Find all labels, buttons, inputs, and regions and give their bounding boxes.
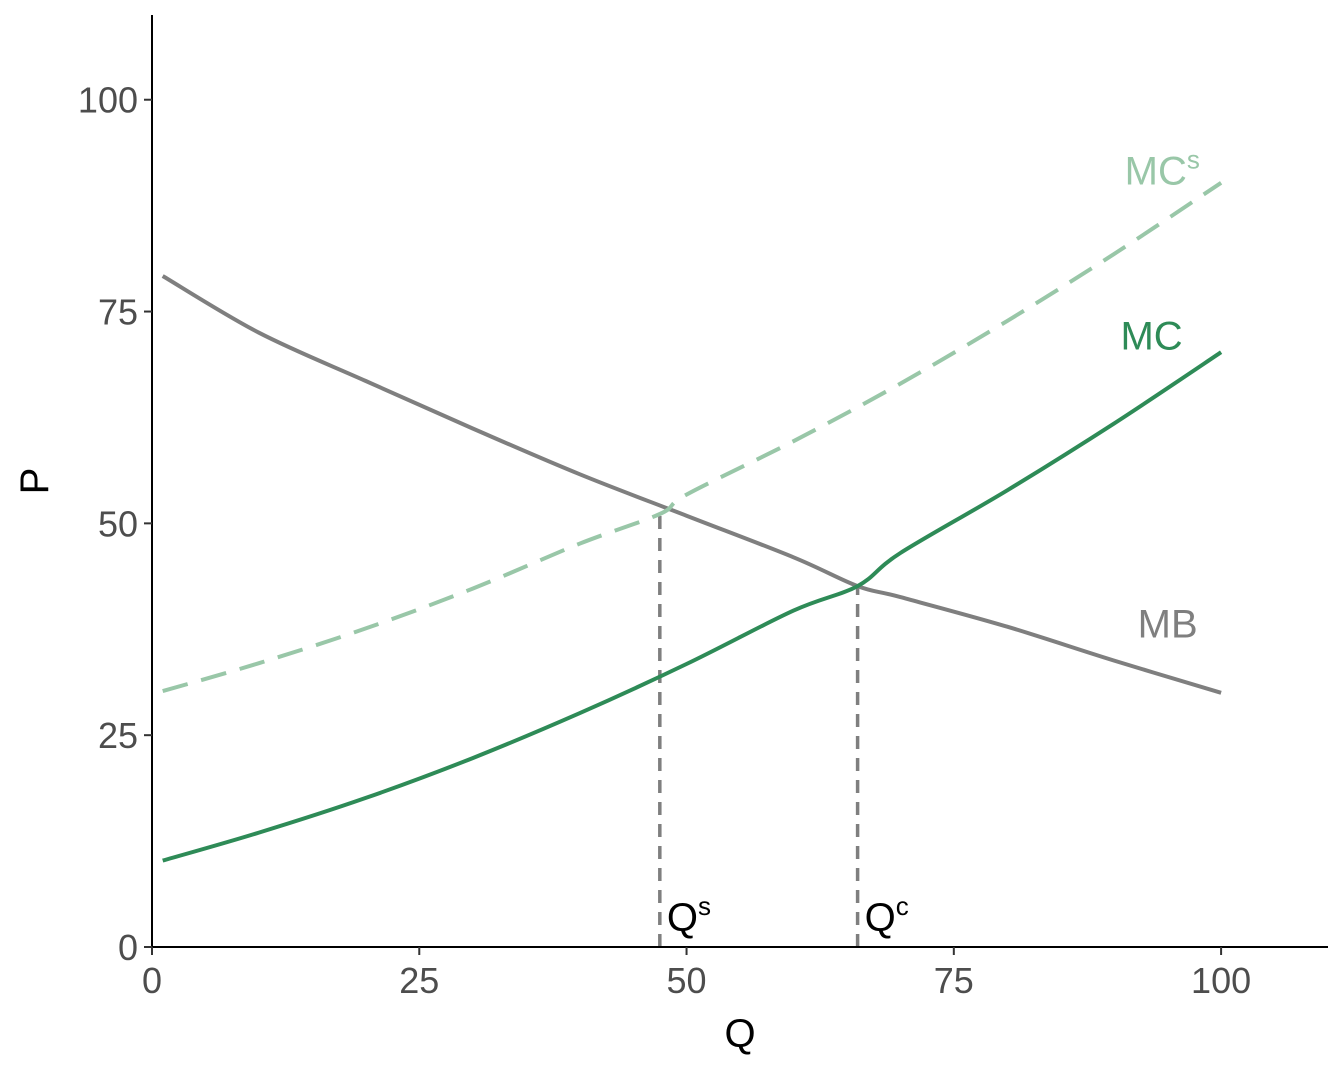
y-tick-label: 50: [98, 503, 138, 544]
x-tick-label: 75: [934, 960, 974, 1001]
x-tick-label: 50: [667, 960, 707, 1001]
vline-label-0: Qs: [667, 891, 711, 940]
plot-area: Qs Qc MC MCs MB: [161, 144, 1223, 947]
series-line-mc-s: [162, 181, 1223, 694]
series-label-mb: MB: [1138, 603, 1198, 647]
y-axis-title: P: [13, 468, 57, 495]
y-tick-label: 25: [98, 715, 138, 756]
series-line-mc: [162, 350, 1223, 863]
vline-label-1: Qc: [865, 891, 909, 940]
axes: 0 25 50 75 100 0 25 50 75 100: [78, 15, 1328, 1001]
x-axis-title: Q: [724, 1012, 755, 1056]
series-label-mc-s: MCs: [1125, 144, 1200, 193]
series-label-mc: MC: [1120, 315, 1182, 359]
x-tick-label: 0: [142, 960, 162, 1001]
x-tick-label: 100: [1191, 960, 1251, 1001]
y-tick-label: 0: [118, 927, 138, 968]
x-tick-label: 25: [399, 960, 439, 1001]
y-tick-label: 75: [98, 292, 138, 333]
y-tick-label: 100: [78, 80, 138, 121]
series-line-mb: [161, 274, 1222, 695]
